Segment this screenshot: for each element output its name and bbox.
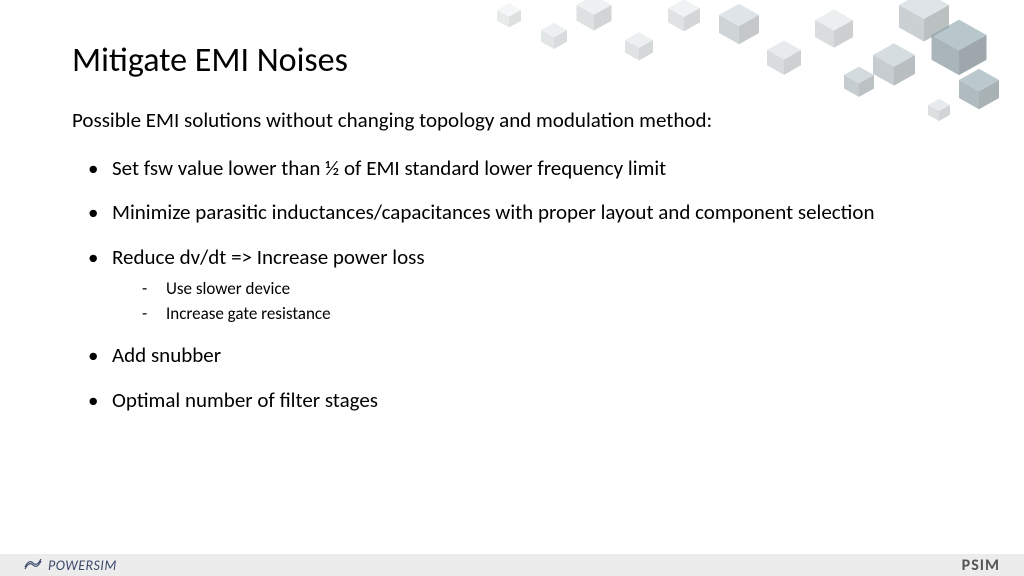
sub-list: Use slower device Increase gate resistanc… [112, 278, 952, 325]
sub-item: Use slower device [142, 278, 952, 299]
bullet-item: Optimal number of filter stages [88, 387, 952, 413]
bullet-text: Optimal number of filter stages [112, 387, 378, 413]
bullet-list: Set fsw value lower than ½ of EMI standa… [72, 155, 952, 413]
slide-content: Mitigate EMI Noises Possible EMI solutio… [72, 40, 952, 431]
sub-item: Increase gate resistance [142, 303, 952, 324]
footer-left-text: POWERSIM [48, 557, 117, 574]
bullet-text: Set fsw value lower than ½ of EMI standa… [112, 155, 666, 181]
bullet-item: Minimize parasitic inductances/capacitan… [88, 199, 952, 225]
slide-subtitle: Possible EMI solutions without changing … [72, 107, 952, 133]
bullet-text: Reduce dv/dt => Increase power loss [112, 244, 425, 270]
footer-left-brand: POWERSIM [24, 557, 117, 574]
bullet-item: Reduce dv/dt => Increase power loss Use s… [88, 244, 952, 325]
footer-bar: POWERSIM PSIM [0, 554, 1024, 576]
bullet-text: Add snubber [112, 342, 221, 368]
bullet-item: Set fsw value lower than ½ of EMI standa… [88, 155, 952, 181]
slide-title: Mitigate EMI Noises [72, 40, 952, 81]
footer-right-brand: PSIM [962, 556, 1000, 575]
bullet-text: Minimize parasitic inductances/capacitan… [112, 199, 874, 225]
powersim-logo-icon [24, 559, 42, 571]
bullet-item: Add snubber [88, 342, 952, 368]
